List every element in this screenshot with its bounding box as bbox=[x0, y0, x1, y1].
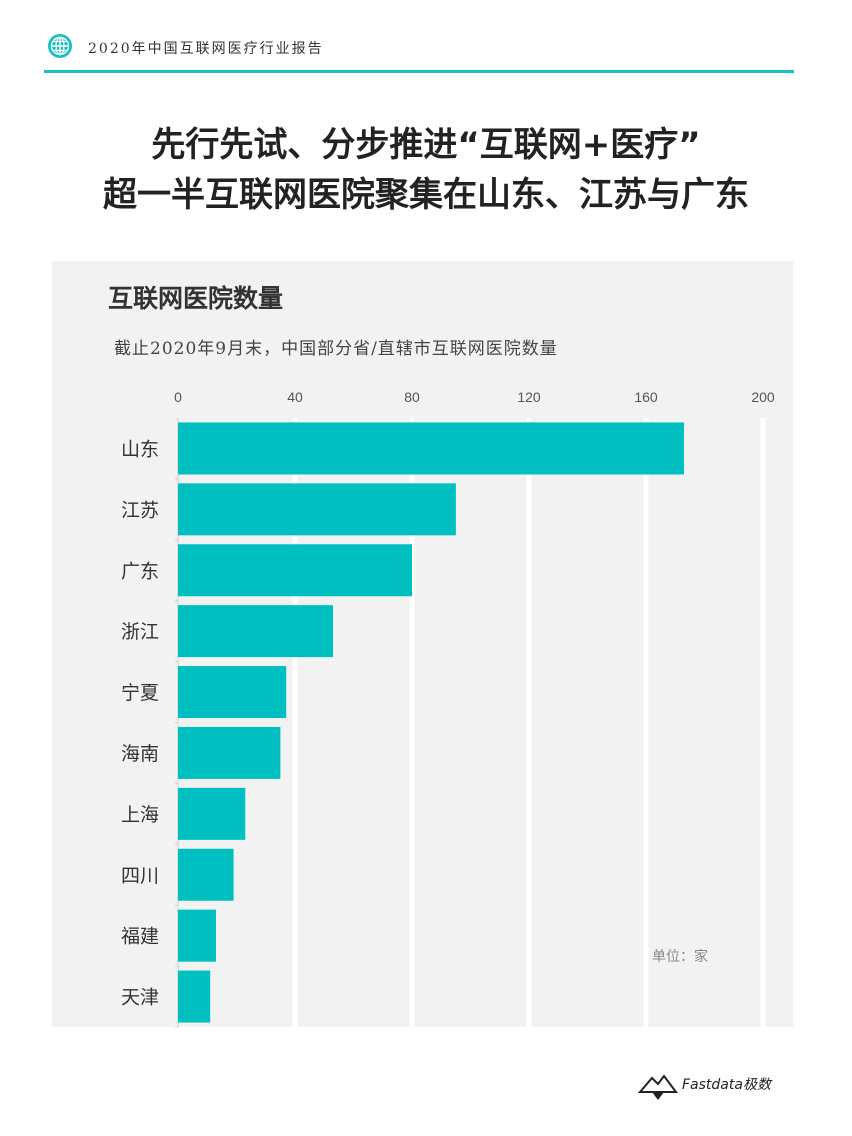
report-title: 2020年中国互联网医疗行业报告 bbox=[88, 41, 324, 57]
x-tick-label: 80 bbox=[404, 389, 420, 405]
footer-brand: Fastdata极数 bbox=[682, 1077, 771, 1093]
category-label: 广东 bbox=[121, 560, 159, 582]
category-label: 山东 bbox=[121, 438, 159, 460]
bar-天津 bbox=[178, 970, 211, 1023]
headline-line-2: 超一半互联网医院聚集在山东、江苏与广东 bbox=[103, 175, 749, 215]
headline-line-1: 先行先试、分步推进“互联网+医疗” bbox=[151, 125, 701, 165]
globe-icon bbox=[48, 34, 72, 58]
x-tick-label: 160 bbox=[634, 389, 658, 405]
category-label: 福建 bbox=[121, 926, 159, 948]
category-label: 四川 bbox=[121, 865, 159, 887]
bar-江苏 bbox=[178, 483, 456, 536]
chart-title: 互联网医院数量 bbox=[108, 284, 284, 313]
bar-山东 bbox=[178, 422, 685, 475]
chart-panel bbox=[52, 261, 793, 1027]
bar-浙江 bbox=[178, 605, 334, 658]
category-label: 宁夏 bbox=[121, 682, 159, 704]
unit-label: 单位：家 bbox=[652, 949, 708, 965]
report-header: 2020年中国互联网医疗行业报告 bbox=[44, 30, 794, 73]
category-label: 天津 bbox=[121, 987, 159, 1009]
category-label: 海南 bbox=[121, 743, 159, 765]
x-tick-label: 120 bbox=[517, 389, 541, 405]
fastdata-logo-icon bbox=[638, 1074, 678, 1100]
category-label: 上海 bbox=[121, 804, 159, 826]
chart-subtitle: 截止2020年9月末，中国部分省/直辖市互联网医院数量 bbox=[114, 339, 558, 359]
bar-宁夏 bbox=[178, 666, 287, 719]
category-label: 浙江 bbox=[121, 621, 159, 643]
x-tick-label: 200 bbox=[751, 389, 775, 405]
bar-广东 bbox=[178, 544, 412, 597]
bar-福建 bbox=[178, 909, 217, 962]
bar-上海 bbox=[178, 787, 246, 840]
x-tick-label: 0 bbox=[174, 389, 182, 405]
x-tick-label: 40 bbox=[287, 389, 303, 405]
category-label: 江苏 bbox=[121, 499, 159, 521]
bar-四川 bbox=[178, 848, 234, 901]
bar-海南 bbox=[178, 726, 281, 779]
